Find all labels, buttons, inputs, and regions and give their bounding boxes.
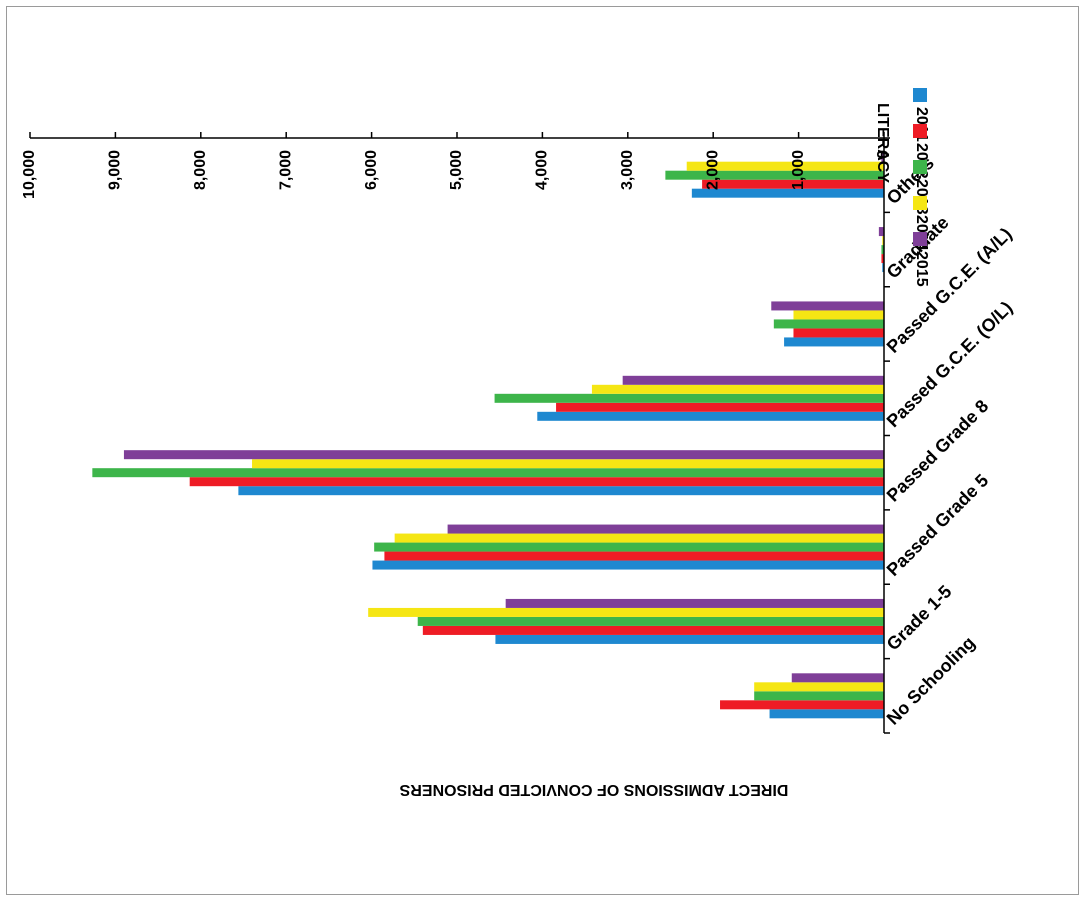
- legend-swatch-2011: [913, 88, 927, 102]
- category-label-4: Passed G.C.E. (O/L): [883, 297, 1017, 431]
- bar-2011-4: [537, 411, 884, 421]
- x-tick-label-4: 4,000: [534, 150, 551, 190]
- bar-2013-1: [417, 616, 884, 626]
- category-label-5: Passed G.C.E. (A/L): [883, 224, 1016, 357]
- bar-2012-4: [556, 402, 884, 412]
- bar-2011-7: [691, 188, 884, 198]
- category-label-1: Grade 1-5: [883, 581, 956, 654]
- bar-2012-3: [189, 477, 884, 487]
- x-tick-label-2: 2,000: [704, 150, 721, 190]
- bar-2011-5: [784, 337, 884, 347]
- bar-2012-6: [881, 254, 884, 264]
- legend-swatch-2012: [913, 124, 927, 138]
- bar-2011-3: [238, 486, 884, 496]
- legend-swatch-2014: [913, 196, 927, 210]
- x-tick-label-5: 5,000: [448, 150, 465, 190]
- x-tick-label-3: 3,000: [619, 150, 636, 190]
- bar-2014-5: [793, 310, 884, 320]
- bar-2014-2: [394, 533, 884, 543]
- bar-2015-4: [622, 375, 884, 385]
- bar-2014-4: [591, 384, 884, 394]
- bars-group: [92, 152, 884, 719]
- x-tick-label-10: 10,000: [21, 150, 38, 199]
- bar-2014-6: [882, 236, 884, 246]
- bar-2015-6: [878, 227, 884, 237]
- bar-2012-7: [702, 179, 884, 189]
- bar-2013-3: [92, 468, 884, 478]
- bar-2012-2: [384, 551, 884, 561]
- bar-2011-1: [495, 634, 884, 644]
- bar-2015-2: [447, 524, 884, 534]
- legend-swatch-2013: [913, 160, 927, 174]
- bar-2015-0: [791, 673, 884, 683]
- legend: 20112012201320142015: [913, 88, 930, 287]
- bar-2014-1: [368, 607, 884, 617]
- x-tick-label-9: 9,000: [107, 150, 124, 190]
- x-tick-label-6: 6,000: [363, 150, 380, 190]
- bar-2014-7: [686, 161, 884, 171]
- bar-2012-1: [422, 625, 884, 635]
- bar-2012-0: [720, 700, 884, 710]
- bar-2014-0: [754, 682, 884, 692]
- bar-2011-0: [769, 709, 884, 719]
- bar-2013-7: [665, 170, 884, 180]
- x-tick-label-8: 8,000: [192, 150, 209, 190]
- bar-2011-2: [372, 560, 884, 570]
- bar-2013-5: [773, 319, 884, 329]
- y-axis-title: LITERACY: [874, 103, 891, 183]
- bar-2015-7: [881, 152, 884, 162]
- x-tick-labels: 0 1,000 2,000 3,000 4,000 5,000 6,000 7,000 8,00…: [21, 150, 892, 199]
- axes-group: [29, 132, 890, 734]
- bar-2013-4: [494, 393, 884, 403]
- legend-swatch-2015: [913, 232, 927, 246]
- bar-2013-2: [374, 542, 884, 552]
- bar-2014-3: [252, 459, 884, 469]
- bar-2012-5: [793, 328, 884, 338]
- x-tick-label-0: 0: [875, 150, 892, 159]
- x-tick-label-1: 1,000: [790, 150, 807, 190]
- x-axis-title: DIRECT ADMISSIONS OF CONVICTED PRISONERS: [399, 781, 788, 798]
- bar-2013-6: [881, 245, 884, 255]
- bar-2015-5: [771, 301, 884, 311]
- bar-2015-1: [505, 598, 884, 608]
- legend-label-2015: 2015: [913, 251, 930, 287]
- bar-2013-0: [754, 691, 884, 701]
- x-tick-label-7: 7,000: [277, 150, 294, 190]
- bar-2011-6: [882, 263, 884, 273]
- bar-2015-3: [123, 450, 884, 460]
